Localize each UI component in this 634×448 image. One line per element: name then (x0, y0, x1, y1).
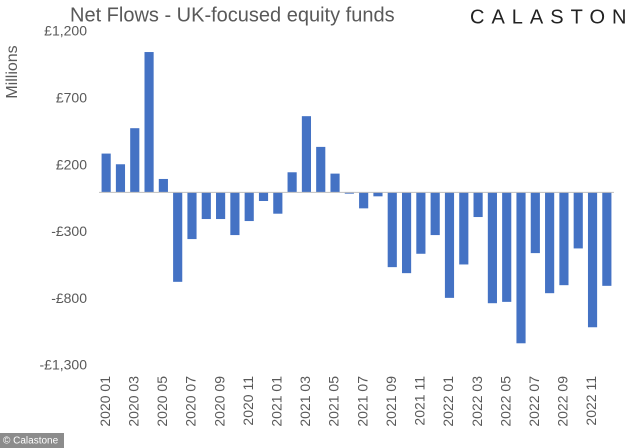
bar (387, 192, 397, 268)
bar (173, 192, 183, 282)
x-tick-label: 2022 07 (526, 376, 542, 427)
bar (430, 192, 440, 236)
bar (330, 173, 340, 193)
logo: CALASTONE (470, 6, 634, 28)
bar (187, 192, 197, 240)
bar (158, 178, 168, 193)
x-tick-label: 2022 03 (469, 376, 485, 427)
x-tick-label: 2022 09 (555, 376, 571, 427)
bar (287, 172, 297, 193)
y-tick-label: £200 (56, 156, 87, 172)
y-axis-title: Millions (4, 45, 21, 98)
bar (244, 192, 254, 222)
x-tick-label: 2022 01 (440, 376, 456, 427)
bar (201, 192, 211, 220)
x-tick-label: 2020 03 (125, 376, 141, 427)
bar (416, 192, 426, 254)
bar (516, 192, 526, 344)
bar (502, 192, 512, 302)
bar (301, 116, 312, 193)
bar (401, 192, 412, 274)
bar (316, 146, 326, 193)
bar (559, 192, 569, 286)
x-tick-label: 2021 01 (269, 376, 285, 427)
bar (101, 153, 111, 193)
bar (487, 192, 497, 304)
bar (459, 192, 469, 265)
bar (130, 128, 140, 193)
credit-box (0, 433, 64, 448)
x-tick-label: 2021 03 (297, 376, 313, 427)
credit: © Calastone (3, 436, 59, 447)
bar (587, 192, 598, 328)
x-tick-label: 2021 05 (326, 376, 342, 427)
x-tick-label: 2020 05 (154, 376, 170, 427)
bar (216, 192, 226, 220)
bar (344, 192, 354, 194)
x-tick-label: 2020 01 (97, 376, 113, 427)
y-tick-label: -£300 (51, 223, 87, 239)
y-tick-label: -£800 (51, 290, 87, 306)
x-tick-label: 2021 09 (383, 376, 399, 427)
bar (373, 192, 383, 197)
bar (473, 192, 483, 218)
bar (359, 192, 369, 209)
x-tick-label: 2020 09 (211, 376, 227, 427)
bar (144, 52, 154, 193)
bar (230, 192, 240, 236)
bar (573, 192, 583, 249)
bar (115, 164, 126, 193)
y-tick-label: £700 (56, 90, 87, 106)
bar (444, 192, 455, 298)
bar (602, 192, 612, 286)
x-tick-label: 2020 11 (240, 376, 256, 426)
bar (545, 192, 555, 294)
bar (273, 192, 283, 214)
y-tick-label: -£1,300 (40, 357, 88, 373)
x-tick-label: 2020 07 (183, 376, 199, 427)
x-tick-label: 2021 11 (412, 376, 428, 426)
x-tick-label: 2021 07 (354, 376, 370, 427)
bar (530, 192, 540, 254)
bar (258, 192, 269, 202)
x-tick-label: 2022 11 (583, 376, 599, 426)
chart-title: Net Flows - UK-focused equity funds (70, 4, 395, 26)
x-tick-label: 2022 05 (497, 376, 513, 427)
y-tick-label: £1,200 (44, 23, 87, 39)
